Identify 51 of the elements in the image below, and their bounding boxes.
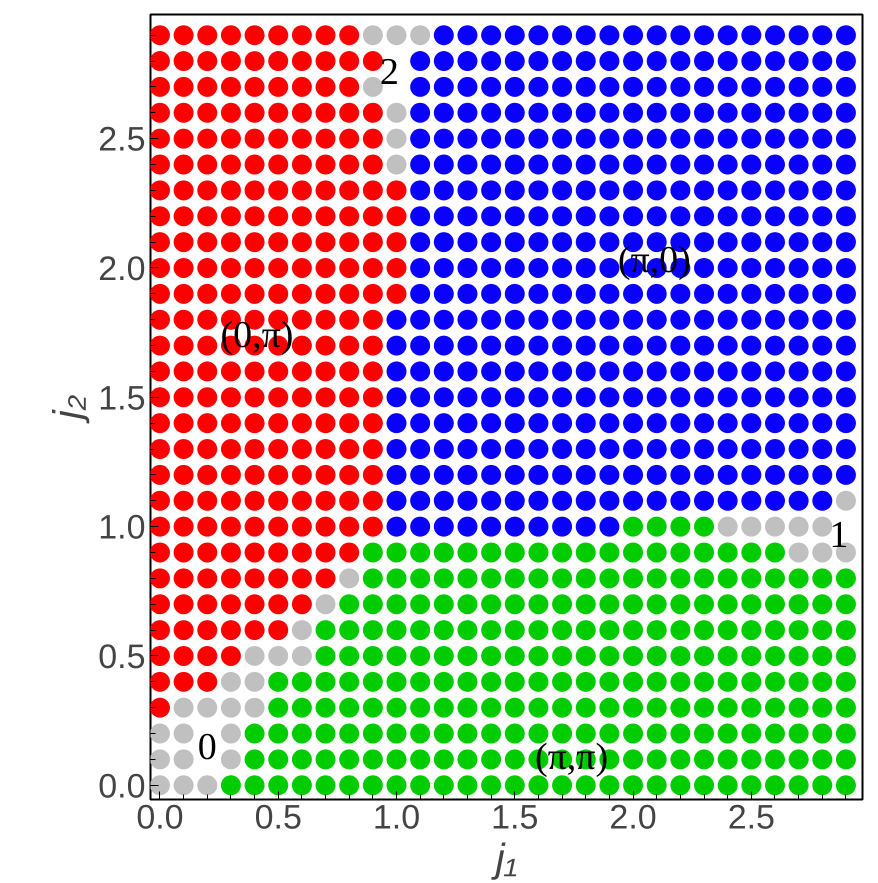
- point: [718, 516, 738, 537]
- point: [764, 516, 785, 537]
- point: [150, 775, 170, 796]
- point: [386, 25, 407, 46]
- point: [812, 542, 832, 562]
- point: [339, 568, 360, 588]
- point: [244, 698, 265, 718]
- point: [788, 516, 809, 537]
- point: [292, 646, 312, 666]
- point: [788, 542, 809, 562]
- point: [174, 724, 194, 744]
- point: [292, 620, 312, 640]
- y-tick-label: 2.5: [98, 120, 146, 159]
- x-axis-title: j₁: [490, 836, 518, 880]
- x-tick-label: 2.0: [609, 798, 657, 836]
- point: [174, 749, 194, 770]
- x-tick-label: 2.5: [728, 798, 775, 836]
- point: [220, 749, 241, 770]
- point: [316, 594, 336, 614]
- point: [812, 516, 832, 537]
- point: [220, 724, 241, 744]
- point: [174, 698, 194, 718]
- point: [197, 775, 218, 796]
- point: [362, 76, 383, 97]
- annotation: 0: [198, 726, 217, 768]
- point: [410, 25, 430, 46]
- point: [174, 775, 194, 796]
- point: [836, 490, 856, 511]
- point: [220, 672, 241, 692]
- point: [244, 672, 265, 692]
- point: [150, 724, 170, 744]
- point: [386, 102, 407, 123]
- y-tick-label: 0.5: [98, 638, 146, 676]
- y-tick-label: 1.5: [98, 379, 146, 418]
- point: [362, 25, 383, 46]
- annotation: 1: [829, 514, 848, 556]
- point: [197, 698, 218, 718]
- point: [244, 646, 265, 666]
- x-tick-label: 0.5: [254, 798, 302, 836]
- point: [386, 128, 407, 149]
- point: [220, 698, 241, 718]
- x-tick-label: 1.0: [372, 798, 420, 836]
- annotation: 2: [380, 50, 399, 93]
- point: [150, 749, 170, 770]
- y-tick-label: 1.0: [98, 508, 146, 547]
- x-tick-label: 1.5: [491, 798, 538, 836]
- point: [268, 646, 288, 666]
- y-axis-title: j₂: [46, 394, 90, 424]
- point: [386, 154, 407, 174]
- point: [741, 516, 762, 537]
- y-tick-label: 2.0: [98, 250, 146, 288]
